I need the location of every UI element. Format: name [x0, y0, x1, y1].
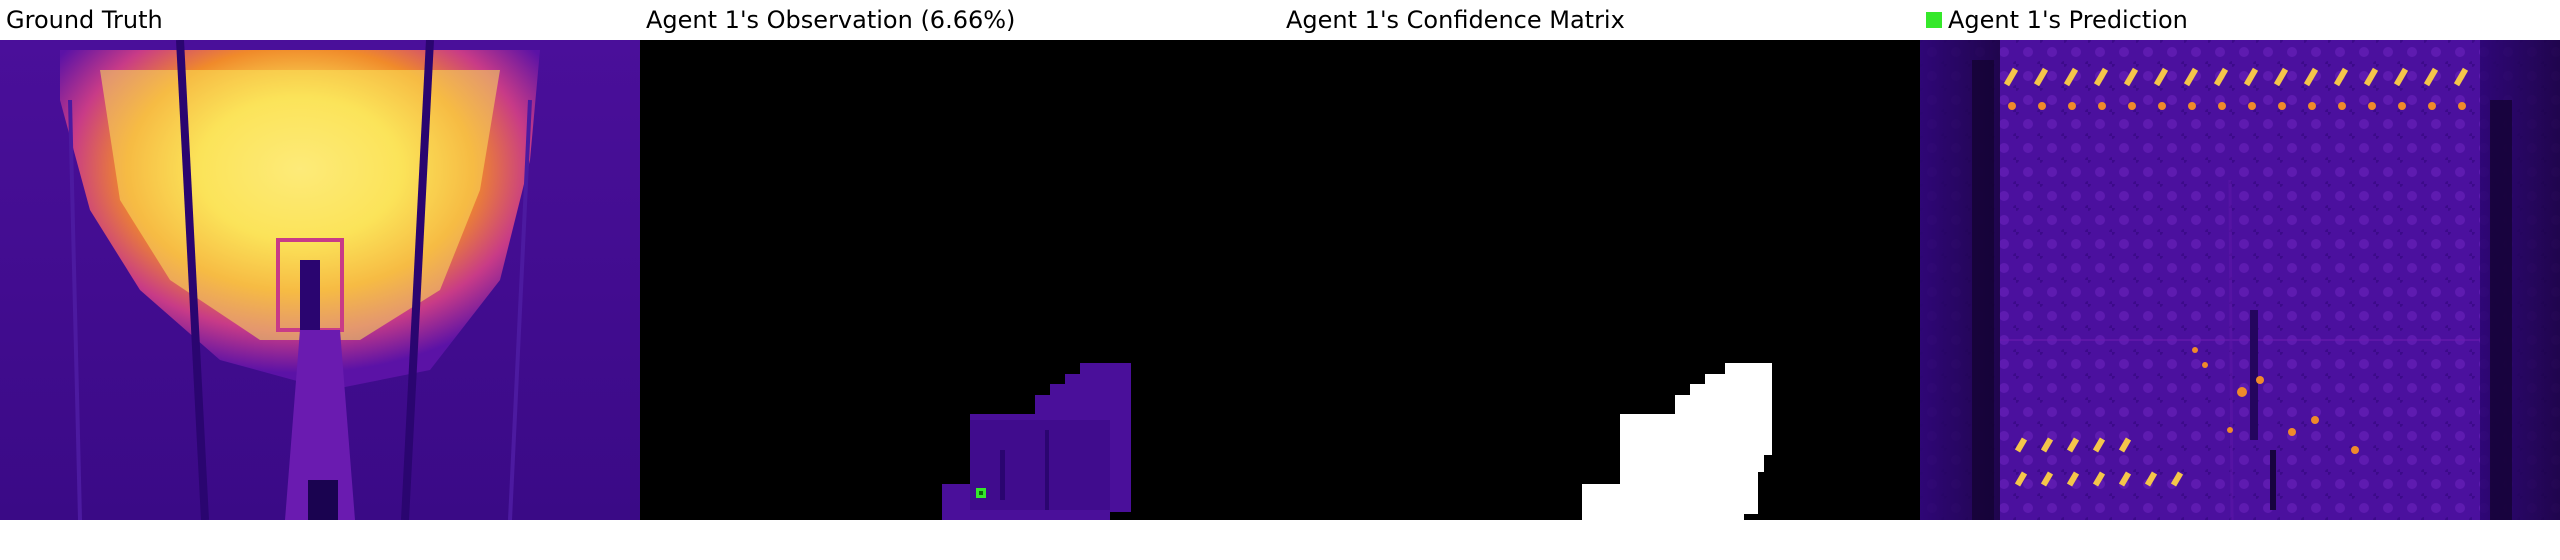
panel-confidence: Agent 1's Confidence Matrix	[1280, 0, 1920, 520]
confidence-image	[1280, 40, 1920, 520]
panel-observation: Agent 1's Observation (6.66%)	[640, 0, 1280, 520]
panel-title-confidence: Agent 1's Confidence Matrix	[1286, 2, 1625, 38]
panel-title-text: Ground Truth	[6, 6, 163, 34]
observation-image	[640, 40, 1280, 520]
panel-title-prediction: Agent 1's Prediction	[1926, 2, 2188, 38]
panel-prediction: Agent 1's Prediction	[1920, 0, 2560, 520]
panel-title-ground-truth: Ground Truth	[6, 2, 163, 38]
confidence-mask	[1280, 40, 1920, 520]
prediction-thermal-reconstruction	[1920, 40, 2560, 520]
panel-ground-truth: Ground Truth	[0, 0, 640, 520]
panel-title-text: Agent 1's Observation (6.66%)	[646, 6, 1016, 34]
observation-masked-view	[640, 40, 1280, 520]
ground-truth-thermal-scene	[0, 40, 640, 520]
green-square-icon	[1926, 12, 1942, 28]
ground-truth-image	[0, 40, 640, 520]
panel-title-text: Agent 1's Prediction	[1948, 6, 2188, 34]
panel-title-observation: Agent 1's Observation (6.66%)	[646, 2, 1015, 38]
panel-title-text: Agent 1's Confidence Matrix	[1286, 6, 1625, 34]
prediction-image	[1920, 40, 2560, 520]
